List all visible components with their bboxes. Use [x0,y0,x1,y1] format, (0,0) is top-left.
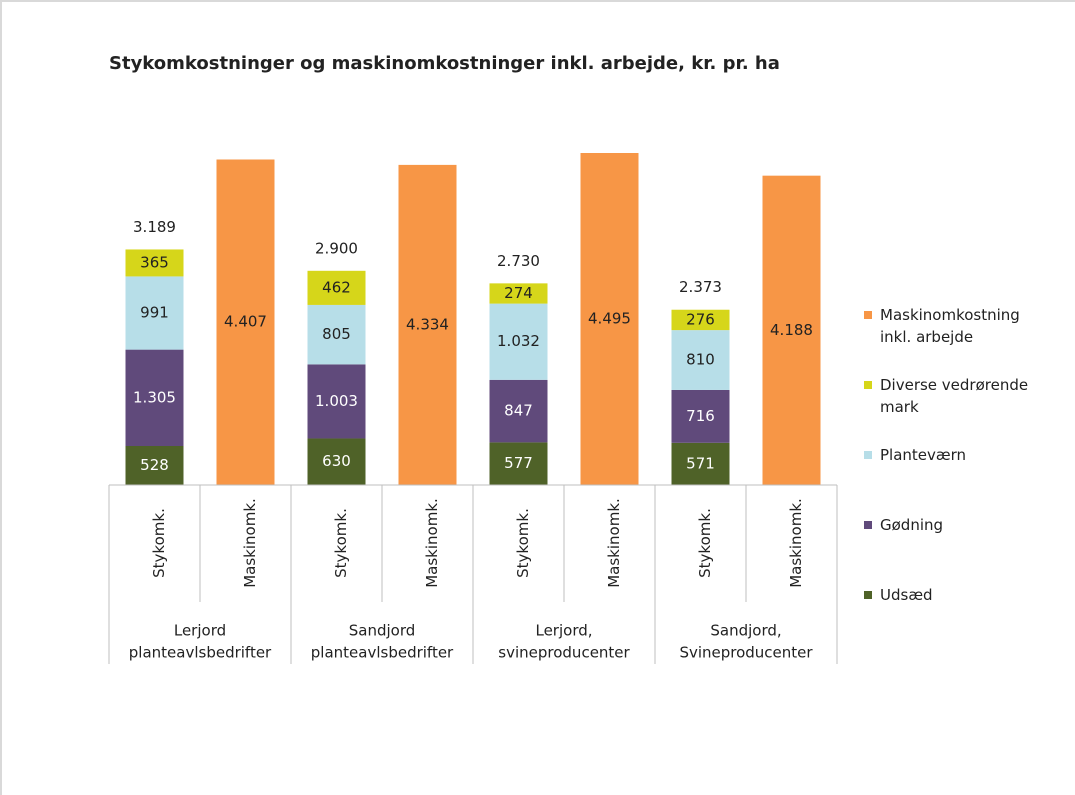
group-label: Sandjord, [710,622,781,640]
bar-segment [125,276,184,350]
legend-swatch [864,451,872,459]
legend-item: Udsæd [864,584,1054,606]
data-label: 991 [140,304,169,322]
bar-segment [489,379,548,443]
legend-swatch [864,591,872,599]
data-label: 365 [140,253,169,271]
bar-segment [307,270,366,305]
x-tick-label: Maskinomk. [423,498,441,588]
total-label: 3.189 [133,218,176,236]
data-label: 716 [686,407,715,425]
data-label: 805 [322,325,351,343]
data-label: 4.188 [770,321,813,339]
x-tick-label: Stykomk. [150,508,168,578]
group-label: planteavlsbedrifter [311,644,454,662]
bar-segment [307,304,366,365]
legend-swatch [864,521,872,529]
legend-item: Planteværn [864,444,1054,466]
legend-label: Maskinomkostning inkl. arbejde [880,306,1020,346]
data-label: 528 [140,456,169,474]
bar-segment [398,164,457,486]
bar-segment [216,159,275,485]
chart-title: Stykomkostninger og maskinomkostninger i… [109,53,780,74]
bar-segment [489,442,548,485]
x-tick-label: Maskinomk. [241,498,259,588]
x-tick-label: Maskinomk. [787,498,805,588]
bar-segment [489,303,548,380]
legend-item: Diverse vedrørende mark [864,374,1054,418]
bar-segment [671,330,730,390]
legend-item: Gødning [864,514,1054,536]
bar-segment [671,442,730,485]
data-label: 810 [686,351,715,369]
bar-segment [125,349,184,447]
legend-swatch [864,381,872,389]
data-label: 1.003 [315,392,358,410]
data-label: 4.407 [224,313,267,331]
total-label: 2.900 [315,239,358,257]
data-label: 847 [504,402,533,420]
group-label: Lerjord, [535,622,592,640]
legend-label: Diverse vedrørende mark [880,376,1029,416]
data-label: 1.305 [133,388,176,406]
data-label: 1.032 [497,332,540,350]
bar-segment [125,446,184,485]
data-label: 577 [504,454,533,472]
group-label: Sandjord [349,622,416,640]
legend-label: Gødning [880,516,944,534]
x-tick-label: Stykomk. [696,508,714,578]
data-label: 571 [686,454,715,472]
data-label: 4.495 [588,310,631,328]
group-label: planteavlsbedrifter [129,644,272,662]
data-label: 274 [504,284,533,302]
data-label: 630 [322,452,351,470]
x-tick-label: Maskinomk. [605,498,623,588]
x-tick-label: Stykomk. [332,508,350,578]
legend-label: Planteværn [880,446,967,464]
group-label: Lerjord [174,622,226,640]
bar-segment [489,283,548,304]
bar-segment [671,309,730,331]
data-label: 4.334 [406,315,449,333]
group-label: Svineproducenter [679,644,813,662]
bar-segment [580,153,639,485]
bar-segment [125,249,184,277]
legend-label: Udsæd [880,586,933,604]
bar-segment [762,175,821,485]
bar-segment [307,438,366,485]
total-label: 2.730 [497,252,540,270]
legend-swatch [864,311,872,319]
bar-segment [307,364,366,439]
total-label: 2.373 [679,278,722,296]
x-tick-label: Stykomk. [514,508,532,578]
bar-segment [671,389,730,443]
data-label: 276 [686,310,715,328]
legend-item: Maskinomkostning inkl. arbejde [864,304,1054,348]
group-label: svineproducenter [498,644,630,662]
data-label: 462 [322,278,351,296]
